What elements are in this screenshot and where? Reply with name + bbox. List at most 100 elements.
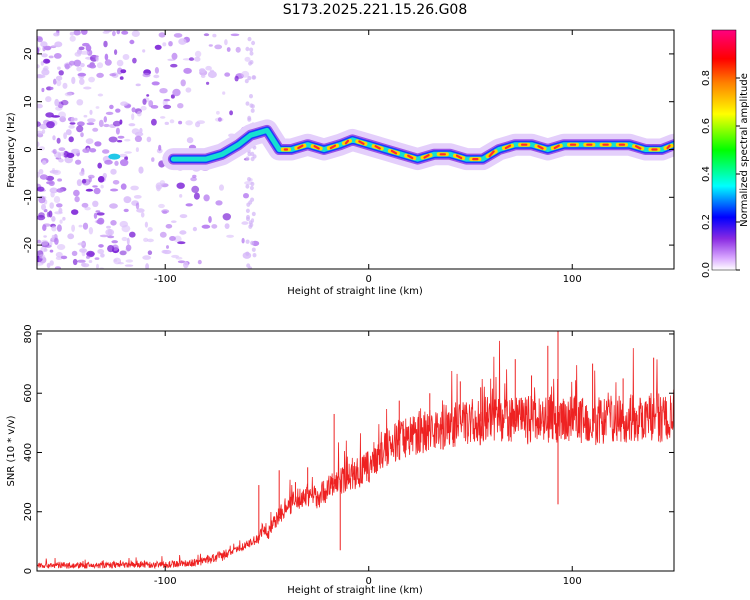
noise-blob — [58, 158, 64, 163]
noise-blob — [197, 259, 202, 265]
ridge-core-red — [537, 145, 544, 150]
noise-blob — [53, 53, 62, 59]
noise-blob — [212, 33, 217, 38]
y-tick-label: 10 — [23, 95, 34, 108]
noise-blob — [87, 174, 95, 179]
noise-blob — [176, 182, 185, 189]
noise-blob — [73, 30, 81, 36]
noise-blob — [87, 118, 96, 123]
spectrogram-y-axis-label: Frequency (Hz) — [6, 112, 17, 188]
noise-blob — [49, 202, 54, 209]
noise-blob — [173, 33, 183, 38]
noise-blob — [38, 169, 44, 175]
noise-blob — [52, 169, 61, 176]
noise-blob — [244, 78, 249, 84]
noise-blob — [134, 135, 142, 142]
noise-blob — [129, 39, 135, 45]
noise-blob — [44, 244, 52, 248]
spectrogram-x-axis-label: Height of straight line (km) — [287, 286, 423, 297]
noise-blob — [89, 64, 97, 69]
noise-blob — [98, 244, 104, 248]
colorbar-tick-label: 0.8 — [701, 70, 712, 86]
noise-blob — [154, 67, 159, 74]
snr-x-axis-label: Height of straight line (km) — [287, 585, 423, 596]
noise-blob — [162, 249, 172, 255]
noise-blob — [243, 193, 249, 199]
noise-blob — [56, 188, 64, 193]
noise-blob — [55, 256, 63, 261]
noise-blob — [154, 44, 162, 50]
noise-blob — [94, 257, 100, 260]
noise-blob — [75, 159, 82, 165]
noise-blob — [49, 260, 54, 266]
noise-blob — [103, 30, 113, 33]
noise-blob — [38, 196, 46, 204]
noise-blob — [79, 171, 85, 177]
noise-blob — [55, 251, 63, 258]
noise-blob — [191, 185, 200, 193]
noise-blob — [64, 156, 73, 164]
noise-blob — [200, 74, 206, 78]
noise-blob — [131, 128, 140, 135]
noise-blob — [53, 32, 60, 37]
snr-series — [37, 331, 674, 570]
noise-blob — [107, 245, 115, 253]
noise-blob — [180, 79, 186, 87]
noise-blob — [77, 242, 86, 246]
noise-blob — [54, 266, 61, 269]
noise-blob — [192, 226, 197, 232]
chart-title: S173.2025.221.15.26.G08 — [282, 2, 468, 18]
noise-blob — [241, 237, 245, 244]
noise-blob — [120, 101, 129, 106]
noise-blob — [41, 87, 45, 93]
noise-blob — [121, 236, 128, 242]
noise-blob — [142, 255, 152, 260]
noise-blob — [224, 223, 230, 230]
noise-blob — [147, 227, 153, 232]
noise-blob — [95, 106, 100, 109]
snr-y-axis-label: SNR (10 * v/v) — [6, 415, 17, 486]
noise-blob — [203, 194, 210, 202]
noise-blob — [73, 59, 82, 67]
noise-blob — [97, 249, 105, 254]
noise-blob — [203, 33, 210, 37]
noise-blob — [179, 214, 188, 219]
noise-blob — [81, 30, 88, 35]
noise-blob — [64, 63, 70, 70]
y-tick-label: 200 — [23, 502, 34, 521]
noise-blob — [88, 260, 93, 263]
noise-blob — [64, 92, 73, 97]
noise-blob — [76, 99, 84, 106]
noise-blob — [37, 214, 46, 221]
noise-blob — [178, 120, 183, 125]
noise-blob — [144, 221, 148, 228]
noise-blob — [183, 67, 192, 74]
noise-blob — [78, 46, 85, 51]
noise-blob — [93, 187, 101, 195]
noise-blob — [85, 138, 94, 145]
ridge-core-red — [358, 140, 365, 145]
noise-blob — [136, 110, 142, 117]
noise-blob — [71, 76, 76, 85]
noise-blob — [114, 160, 119, 166]
noise-blob — [50, 191, 55, 198]
noise-blob — [169, 236, 176, 241]
noise-blob — [46, 181, 54, 185]
noise-blob — [214, 44, 223, 50]
noise-blob — [85, 188, 94, 192]
noise-blob — [194, 56, 201, 62]
noise-blob — [40, 41, 48, 48]
noise-blob — [98, 119, 104, 128]
noise-blob — [120, 183, 127, 190]
noise-blob — [245, 156, 250, 161]
noise-blob — [44, 45, 52, 51]
noise-blob — [248, 61, 253, 66]
spectrogram-noise — [37, 30, 260, 269]
noise-blob — [52, 135, 56, 141]
noise-blob — [179, 230, 187, 235]
ridge-core-red — [423, 154, 430, 159]
ridge-core-red — [634, 145, 642, 150]
noise-blob — [199, 68, 206, 73]
noise-blob — [105, 111, 114, 115]
noise-blob — [139, 127, 143, 134]
